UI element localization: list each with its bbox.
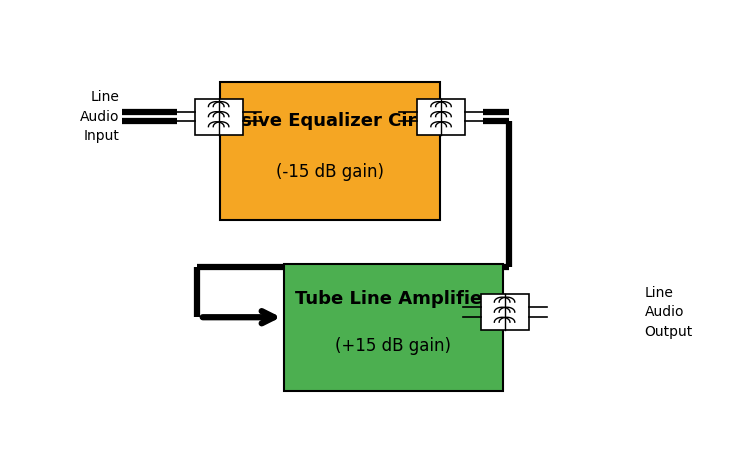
- FancyBboxPatch shape: [194, 99, 243, 135]
- Text: (+15 dB gain): (+15 dB gain): [335, 337, 451, 355]
- Text: Line
Audio
Input: Line Audio Input: [80, 90, 119, 143]
- Text: Tube Line Amplifier: Tube Line Amplifier: [295, 290, 492, 308]
- Text: (-15 dB gain): (-15 dB gain): [276, 163, 384, 181]
- FancyBboxPatch shape: [481, 294, 529, 330]
- FancyBboxPatch shape: [417, 99, 465, 135]
- FancyBboxPatch shape: [284, 264, 503, 391]
- Text: Passive Equalizer Circuit: Passive Equalizer Circuit: [206, 112, 454, 130]
- Text: Line
Audio
Output: Line Audio Output: [644, 286, 693, 338]
- FancyBboxPatch shape: [220, 82, 440, 220]
